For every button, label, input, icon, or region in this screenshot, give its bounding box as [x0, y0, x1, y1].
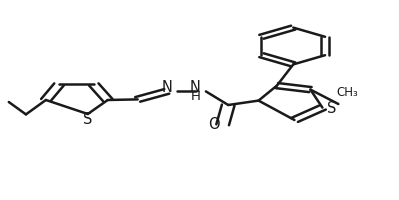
Text: N: N: [161, 80, 172, 95]
Text: S: S: [327, 101, 337, 116]
Text: O: O: [208, 117, 220, 132]
Text: CH₃: CH₃: [336, 86, 358, 99]
Text: N: N: [190, 80, 201, 95]
Text: S: S: [83, 112, 93, 127]
Text: H: H: [191, 90, 200, 102]
